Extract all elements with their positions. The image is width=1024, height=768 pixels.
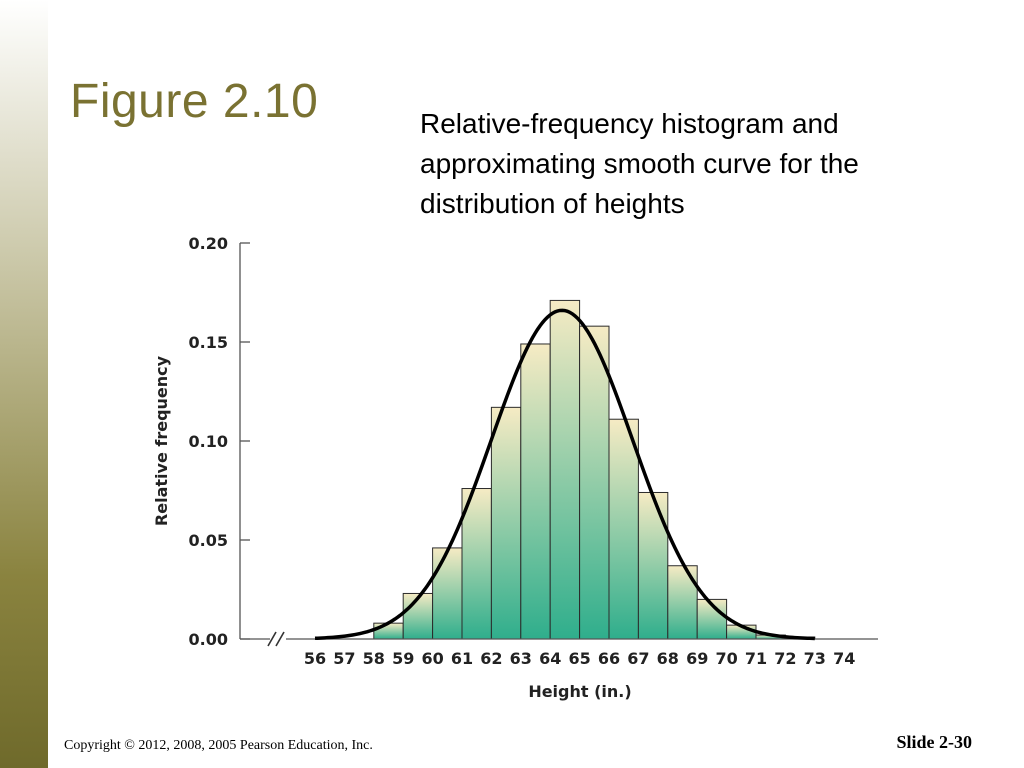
x-tick-label: 62 xyxy=(480,649,502,668)
x-tick-label: 56 xyxy=(304,649,326,668)
histogram-bar-68 xyxy=(667,565,698,640)
y-tick-label: 0.05 xyxy=(189,531,228,550)
axis-break-mark xyxy=(267,631,277,647)
y-tick-label: 0.00 xyxy=(189,630,228,649)
x-tick-label: 69 xyxy=(686,649,708,668)
x-tick-label: 67 xyxy=(627,649,649,668)
slide-title: Figure 2.10 xyxy=(70,75,319,128)
histogram-bar-64 xyxy=(549,299,581,640)
x-tick-label: 64 xyxy=(539,649,561,668)
histogram-bar-67 xyxy=(637,491,669,640)
x-axis-label: Height (in.) xyxy=(528,682,631,701)
x-tick-label: 61 xyxy=(451,649,473,668)
histogram-bar-66 xyxy=(608,418,639,640)
x-tick-label: 74 xyxy=(833,649,855,668)
histogram-bar-60 xyxy=(432,547,463,640)
x-tick-label: 60 xyxy=(421,649,443,668)
decorative-side-band xyxy=(0,0,48,768)
x-tick-label: 66 xyxy=(598,649,620,668)
histogram-bar-58 xyxy=(373,622,404,640)
x-tick-label: 71 xyxy=(745,649,767,668)
y-tick-label: 0.20 xyxy=(189,234,228,253)
x-tick-label: 63 xyxy=(510,649,532,668)
figure-caption: Relative-frequency histogram and approxi… xyxy=(420,108,859,219)
axis-break-mark xyxy=(275,631,285,647)
y-axis-label: Relative frequency xyxy=(152,355,171,526)
copyright-notice: Copyright © 2012, 2008, 2005 Pearson Edu… xyxy=(64,738,373,753)
smooth-curve xyxy=(314,308,815,641)
x-tick-label: 57 xyxy=(333,649,355,668)
histogram-bar-59 xyxy=(402,592,434,640)
x-tick-label: 65 xyxy=(568,649,590,668)
x-tick-label: 70 xyxy=(715,649,737,668)
y-tick-label: 0.10 xyxy=(189,432,228,451)
histogram-bar-65 xyxy=(579,325,610,640)
histogram-bar-62 xyxy=(490,406,522,640)
x-tick-label: 59 xyxy=(392,649,414,668)
y-tick-label: 0.15 xyxy=(189,333,228,352)
x-tick-label: 73 xyxy=(804,649,826,668)
x-tick-label: 58 xyxy=(363,649,385,668)
histogram-bar-63 xyxy=(520,343,551,640)
slide-number: Slide 2-30 xyxy=(896,732,972,752)
x-tick-label: 68 xyxy=(657,649,679,668)
x-tick-label: 72 xyxy=(774,649,796,668)
